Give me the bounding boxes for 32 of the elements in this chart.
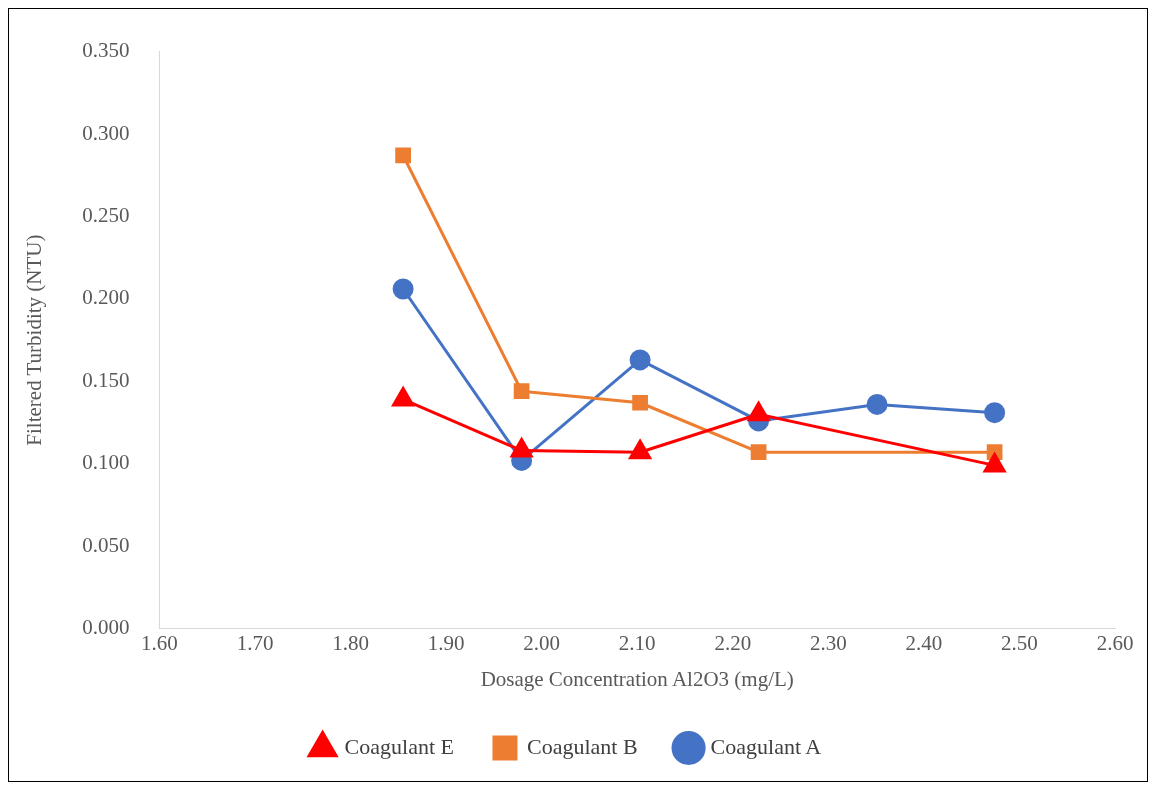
point [513, 383, 530, 400]
x-tick-label: 2.20 [714, 630, 752, 655]
point [984, 402, 1006, 424]
x-tick-label: 2.10 [618, 630, 656, 655]
legend-label: Coagulant E [344, 733, 454, 759]
y-tick-label: 0.100 [82, 450, 130, 475]
x-tick-label: 2.30 [809, 630, 847, 655]
point [750, 444, 767, 461]
x-tick-label: 1.60 [141, 630, 178, 655]
y-tick-label: 0.200 [82, 285, 130, 310]
point [629, 349, 651, 371]
x-tick-label: 2.50 [1001, 630, 1038, 655]
legend-label: Coagulant A [710, 733, 822, 759]
y-axis-title: Filtered Turbidity (NTU) [22, 234, 47, 446]
y-tick-label: 0.350 [82, 38, 130, 63]
x-tick-label: 1.90 [427, 630, 465, 655]
x-tick-label: 2.40 [905, 630, 943, 655]
point [632, 394, 648, 411]
point [395, 147, 411, 164]
point [866, 393, 888, 415]
y-tick-label: 0.300 [82, 120, 130, 145]
y-tick-label: 0.000 [82, 615, 130, 640]
x-tick-label: 2.60 [1096, 630, 1134, 655]
x-tick-label: 1.80 [332, 630, 369, 655]
legend-label: Coagulant B [526, 733, 638, 759]
x-tick-label: 2.00 [523, 630, 561, 655]
x-tick-label: 1.70 [236, 630, 274, 655]
x-axis-title: Dosage Concentration Al2O3 (mg/L) [480, 666, 794, 691]
y-tick-label: 0.150 [82, 367, 130, 392]
point [392, 278, 414, 300]
y-tick-label: 0.250 [82, 202, 130, 227]
y-tick-label: 0.050 [82, 532, 130, 557]
